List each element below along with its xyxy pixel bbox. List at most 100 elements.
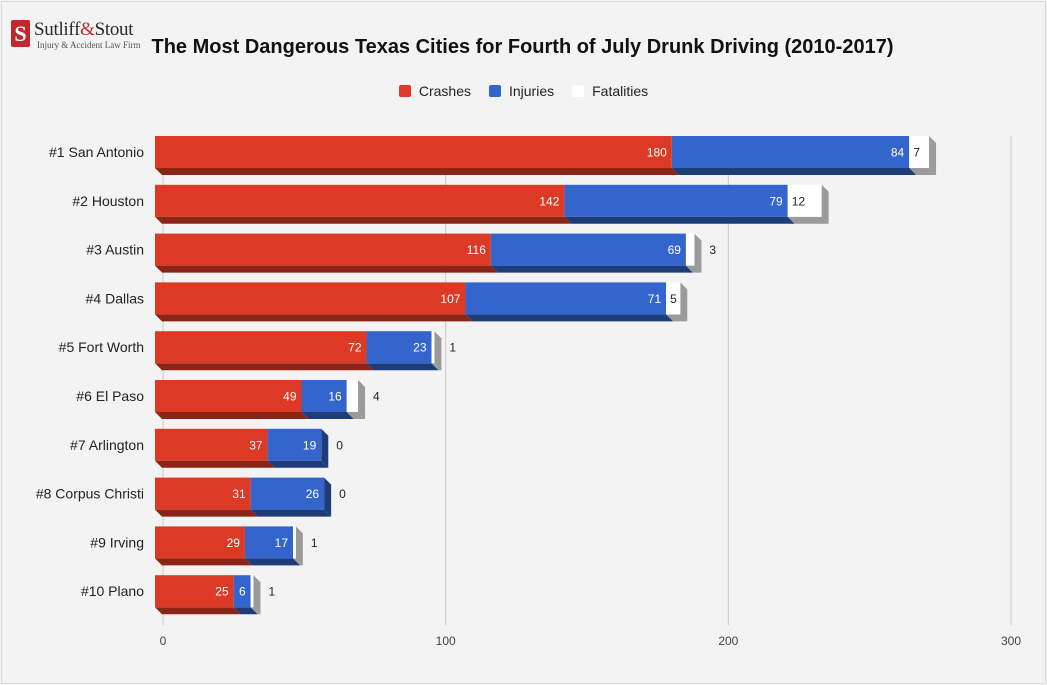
brand-mark-icon: S (11, 20, 30, 47)
legend-item-fatalities: Fatalities (572, 83, 648, 99)
bar-injuries (267, 428, 322, 461)
bar-crashes (155, 477, 251, 510)
bar-depth-crashes (155, 265, 498, 273)
bar-injuries (564, 184, 788, 217)
bar-injuries (490, 233, 686, 266)
data-label-crashes: 37 (249, 438, 263, 452)
bar-crashes (155, 331, 367, 364)
data-label-crashes: 107 (440, 292, 460, 306)
data-label-injuries: 71 (648, 292, 662, 306)
bar-injuries (250, 477, 325, 510)
bar-depth-crashes (155, 314, 473, 322)
data-label-injuries: 17 (275, 536, 289, 550)
data-label-crashes: 31 (232, 487, 246, 501)
bar-depth-crashes (155, 363, 374, 371)
data-label-fatalities: 0 (339, 487, 346, 501)
bar-crashes (155, 233, 491, 266)
bar-fatalities (787, 184, 822, 217)
bar-depth-crashes (155, 607, 241, 615)
chart-title: The Most Dangerous Texas Cities for Four… (151, 36, 894, 58)
data-label-injuries: 16 (328, 390, 342, 404)
bar-fatalities (685, 233, 695, 266)
legend-swatch-injuries (488, 85, 501, 97)
bar-depth-fatalities (685, 265, 702, 273)
bar-depth-fatalities (250, 607, 261, 615)
brand-name: Sutliff&Stout (34, 19, 134, 40)
data-label-crashes: 180 (647, 146, 667, 160)
category-label: #7 Arlington (70, 437, 144, 453)
data-label-fatalities: 1 (449, 341, 456, 355)
legend-item-crashes: Crashes (398, 83, 471, 99)
brand-text: Sutliff&Stout Injury & Accident Law Firm (34, 20, 140, 51)
category-label: #4 Dallas (86, 290, 144, 306)
bar-injuries (671, 136, 910, 168)
bar-side-fatalities (929, 136, 937, 175)
bar-fatalities (431, 331, 435, 364)
bar-depth-fatalities (293, 558, 303, 566)
bar-side-fatalities (694, 233, 702, 273)
bar-injuries (366, 331, 432, 364)
bar-depth-injuries (671, 168, 917, 175)
bar-side-injuries (324, 477, 332, 517)
data-label-fatalities: 7 (913, 146, 920, 160)
data-label-fatalities: 1 (311, 536, 318, 550)
x-tick-label: 0 (160, 634, 167, 648)
bar-depth-crashes (155, 558, 252, 566)
bar-depth-injuries (465, 314, 674, 322)
bar-side-fatalities (821, 184, 829, 224)
data-label-injuries: 23 (413, 341, 427, 355)
bar-depth-injuries (301, 412, 354, 419)
bar-side-fatalities (358, 380, 366, 419)
bar-depth-fatalities (666, 314, 688, 322)
data-label-crashes: 49 (283, 390, 297, 404)
data-label-fatalities: 4 (373, 390, 380, 404)
bar-depth-crashes (155, 216, 572, 224)
category-label: #2 Houston (72, 193, 144, 209)
bar-side-fatalities (680, 282, 688, 322)
category-label: #9 Irving (90, 534, 144, 550)
brand-tagline: Injury & Accident Law Firm (37, 40, 141, 50)
bar-side-fatalities (434, 331, 442, 371)
bar-depth-injuries (267, 460, 329, 468)
bar-fatalities (293, 526, 296, 559)
bar-crashes (155, 184, 565, 217)
bar-depth-injuries (244, 558, 301, 566)
data-label-fatalities: 3 (709, 243, 716, 257)
data-label-injuries: 69 (668, 243, 682, 257)
brand-logo: S Sutliff&Stout Injury & Accident Law Fi… (11, 20, 140, 54)
data-label-fatalities: 0 (336, 438, 343, 452)
data-label-injuries: 6 (239, 585, 246, 599)
category-label: #8 Corpus Christi (36, 486, 144, 502)
category-label: #1 San Antonio (49, 144, 144, 160)
data-label-crashes: 142 (539, 194, 559, 208)
data-label-crashes: 29 (227, 536, 241, 550)
bar-depth-fatalities (787, 216, 829, 224)
bar-depth-fatalities (346, 412, 366, 419)
data-label-injuries: 19 (303, 438, 317, 452)
data-label-fatalities: 5 (670, 292, 677, 306)
bar-depth-fatalities (431, 363, 442, 371)
bar-fatalities (250, 575, 254, 608)
data-label-injuries: 84 (891, 146, 905, 160)
bar-injuries (244, 526, 294, 559)
bar-fatalities (909, 136, 930, 168)
data-label-injuries: 79 (769, 194, 783, 208)
category-label: #6 El Paso (76, 388, 144, 404)
bar-depth-crashes (155, 412, 309, 419)
bar-depth-injuries (490, 265, 693, 273)
bar-depth-injuries (250, 509, 332, 517)
bar-crashes (155, 428, 268, 461)
bar-depth-crashes (155, 509, 258, 517)
bar-injuries (465, 282, 667, 315)
bar-injuries (233, 575, 251, 608)
bar-side-fatalities (295, 526, 303, 566)
x-tick-label: 200 (718, 634, 738, 648)
bar-crashes (155, 575, 234, 608)
bar-injuries (301, 380, 347, 412)
bar-side-injuries (321, 428, 329, 468)
data-label-fatalities: 1 (268, 585, 275, 599)
data-label-crashes: 72 (348, 341, 362, 355)
bar-crashes (155, 282, 466, 315)
bar-depth-crashes (155, 168, 679, 175)
